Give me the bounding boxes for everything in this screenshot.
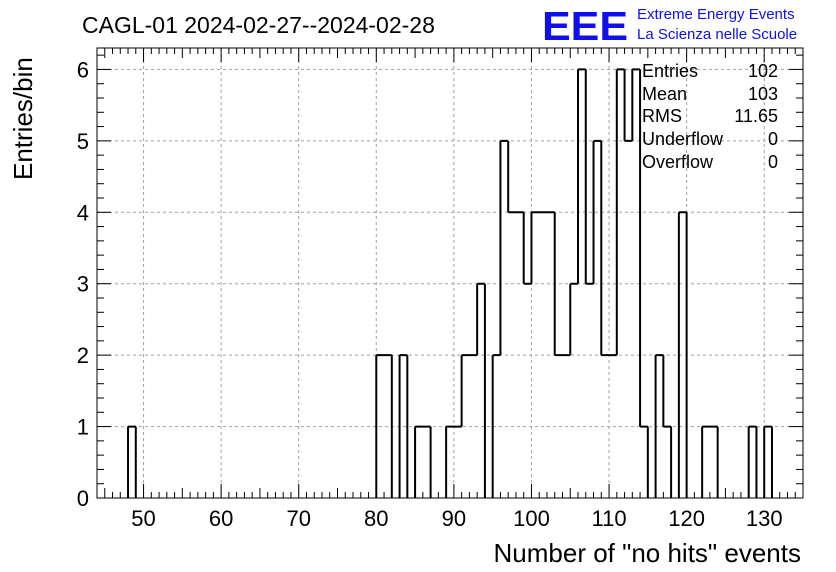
histogram-bin	[400, 355, 408, 498]
histogram-bin	[376, 355, 384, 498]
stats-underflow-value: 0	[768, 129, 778, 149]
histogram-bin	[469, 355, 477, 498]
histogram-bin	[500, 141, 508, 498]
axis-ticks	[96, 48, 804, 499]
x-tick-label: 60	[209, 506, 233, 531]
eee-logo: EEE Extreme Energy Events La Scienza nel…	[542, 3, 797, 49]
y-tick-label: 4	[77, 200, 89, 225]
x-tick-label: 90	[442, 506, 466, 531]
stats-rms-label: RMS	[642, 106, 682, 126]
histogram-bin	[663, 427, 671, 498]
histogram-bin	[601, 355, 609, 498]
logo-mark: EEE	[542, 3, 628, 49]
y-tick-labels: 0 1 2 3 4 5 6	[77, 57, 89, 511]
y-axis-label: Entries/bin	[8, 57, 38, 180]
histogram-bin	[570, 284, 578, 498]
histogram-bin	[531, 212, 539, 498]
histogram-bin	[415, 427, 423, 498]
histogram-bin	[462, 355, 470, 498]
histogram-bin	[679, 212, 687, 498]
histogram-bin	[632, 69, 640, 498]
stats-entries-label: Entries	[642, 61, 698, 81]
stats-entries-value: 102	[748, 61, 778, 81]
histogram-bin	[128, 427, 136, 498]
logo-line1: Extreme Energy Events	[637, 6, 795, 23]
x-tick-labels: 50 60 70 80 90 100 110 120 130	[131, 506, 782, 531]
histogram-bin	[586, 284, 594, 498]
histogram-bars	[127, 68, 773, 498]
histogram-outline	[127, 68, 773, 498]
stats-rms-value: 11.65	[734, 106, 778, 126]
x-tick-label: 110	[592, 506, 627, 531]
x-tick-label: 100	[513, 506, 550, 531]
y-tick-label: 5	[77, 129, 89, 154]
x-tick-label: 130	[746, 506, 783, 531]
stats-box: Entries 102 Mean 103 RMS 11.65 Underflow…	[642, 61, 778, 172]
histogram-bin	[594, 141, 602, 498]
logo-line2: La Scienza nelle Scuole	[637, 26, 797, 43]
histogram-bin	[454, 427, 462, 498]
histogram-bin	[384, 355, 392, 498]
histogram-bin	[477, 284, 485, 498]
histogram-bin	[749, 427, 757, 498]
x-tick-label: 80	[364, 506, 388, 531]
histogram-bin	[493, 355, 501, 498]
plot-frame	[96, 47, 804, 499]
y-tick-label: 2	[77, 343, 89, 368]
x-axis-label: Number of "no hits" events	[494, 538, 802, 568]
histogram-bin	[446, 427, 454, 498]
chart-title: CAGL-01 2024-02-27--2024-02-28	[82, 12, 435, 38]
histogram-bin	[539, 212, 547, 498]
y-tick-label: 6	[77, 57, 89, 82]
y-tick-label: 0	[77, 486, 89, 511]
stats-overflow-value: 0	[768, 152, 778, 172]
stats-mean-label: Mean	[642, 84, 687, 104]
histogram-bin	[764, 427, 772, 498]
histogram-bin	[516, 212, 524, 498]
histogram-bin	[625, 141, 633, 498]
histogram-bin	[640, 427, 648, 498]
x-tick-label: 70	[286, 506, 310, 531]
histogram-bin	[547, 212, 555, 498]
y-tick-label: 1	[77, 415, 89, 440]
histogram-bin	[578, 69, 586, 498]
histogram-bin	[656, 355, 664, 498]
stats-overflow-label: Overflow	[642, 152, 714, 172]
x-tick-label: 120	[668, 506, 705, 531]
y-tick-label: 3	[77, 272, 89, 297]
histogram-bin	[702, 427, 710, 498]
stats-mean-value: 103	[748, 84, 778, 104]
stats-underflow-label: Underflow	[642, 129, 724, 149]
histogram-bin	[609, 355, 617, 498]
histogram-bin	[555, 355, 563, 498]
histogram-bin	[508, 212, 516, 498]
histogram-bin	[710, 427, 718, 498]
histogram-bin	[617, 69, 625, 498]
histogram-bin	[562, 355, 570, 498]
histogram-bin	[524, 284, 532, 498]
x-tick-label: 50	[131, 506, 155, 531]
histogram-bin	[423, 427, 431, 498]
